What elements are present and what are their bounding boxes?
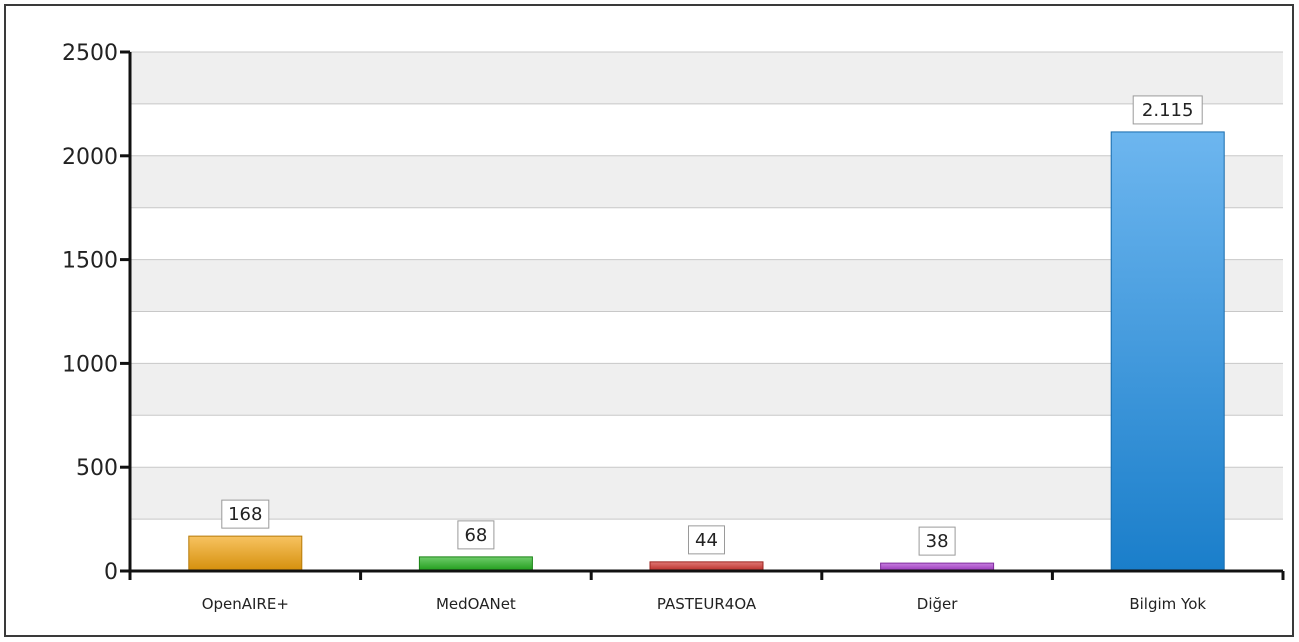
data-label-box — [221, 499, 270, 529]
bars — [188, 131, 1225, 572]
x-tick-label: Bilgim Yok — [1129, 595, 1206, 613]
data-label: 68 — [464, 525, 487, 546]
grid-bands — [130, 52, 1283, 520]
axes — [128, 52, 1285, 580]
data-label: 2.115 — [1142, 100, 1194, 121]
grid-band — [130, 467, 1283, 520]
data-label-box — [1132, 95, 1203, 125]
data-labels: 168 68 44 38 2.115 — [221, 95, 1203, 556]
y-tick-label: 2000 — [62, 145, 118, 170]
y-tick-label: 500 — [76, 456, 118, 481]
bar-0 — [188, 535, 303, 572]
y-tick-label: 1000 — [62, 352, 118, 377]
x-axis-labels: OpenAIRE+ MedOANet PASTEUR4OA Diğer Bilgim Y… — [202, 595, 1207, 613]
grid-band — [130, 155, 1283, 208]
data-label-box — [457, 520, 495, 550]
y-tick-label: 0 — [104, 560, 118, 585]
grid-band — [130, 363, 1283, 416]
data-label-box — [688, 525, 725, 555]
x-tick-label: MedOANet — [436, 595, 516, 613]
gridlines — [130, 51, 1283, 520]
data-label-box — [918, 526, 956, 556]
data-label: 38 — [926, 531, 949, 552]
grid-band — [130, 259, 1283, 312]
bar-1 — [418, 556, 533, 572]
grid-band — [130, 52, 1283, 104]
data-label: 44 — [695, 530, 718, 551]
data-label: 168 — [228, 504, 262, 525]
x-tick-label: PASTEUR4OA — [657, 595, 757, 613]
y-tick-label: 2500 — [62, 41, 118, 66]
bar-4 — [1110, 131, 1225, 572]
y-tick-label: 1500 — [62, 249, 118, 274]
x-tick-label: Diğer — [917, 595, 958, 613]
chart-frame — [4, 4, 1294, 637]
y-axis-ticks: 0 500 1000 1500 2000 2500 — [62, 41, 130, 585]
x-tick-label: OpenAIRE+ — [202, 595, 289, 613]
